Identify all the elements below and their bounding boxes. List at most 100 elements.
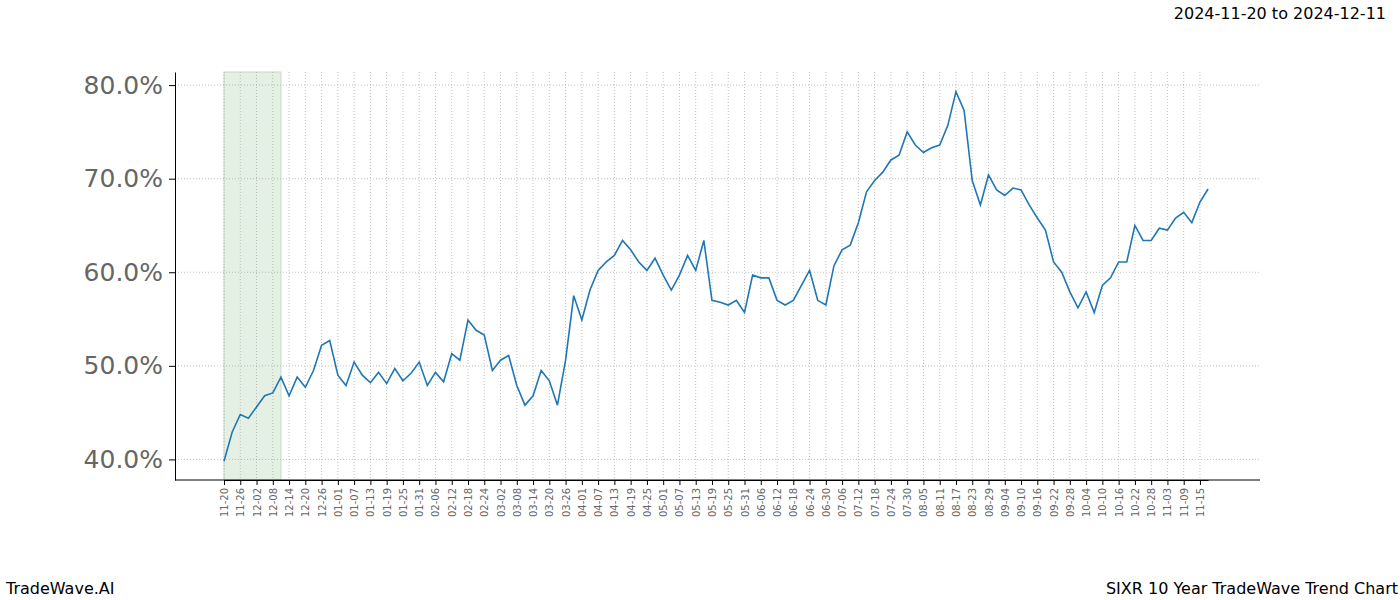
x-tick: 12-14 — [284, 480, 295, 517]
grid-line — [809, 72, 810, 480]
x-tick-mark — [1151, 480, 1152, 485]
grid-line — [923, 72, 924, 480]
x-tick-mark — [631, 480, 632, 485]
x-tick-label: 02-06 — [430, 488, 441, 517]
grid-line — [614, 72, 615, 480]
x-tick-label: 11-09 — [1179, 488, 1190, 517]
x-tick: 02-12 — [447, 480, 458, 517]
grid-line — [419, 72, 420, 480]
x-tick-label: 05-07 — [674, 488, 685, 517]
x-tick-label: 10-28 — [1146, 488, 1157, 517]
grid-line — [272, 72, 273, 480]
grid-line — [630, 72, 631, 480]
x-tick-label: 08-05 — [918, 488, 929, 517]
x-tick-mark — [1119, 480, 1120, 485]
grid-line — [695, 72, 696, 480]
x-tick-mark — [224, 480, 225, 485]
x-tick: 08-29 — [984, 480, 995, 517]
x-tick-label: 06-06 — [756, 488, 767, 517]
x-tick-label: 03-02 — [496, 488, 507, 517]
grid-line — [581, 72, 582, 480]
x-tick: 11-20 — [219, 480, 230, 517]
grid-line — [484, 72, 485, 480]
grid-line — [533, 72, 534, 480]
grid-line — [1151, 72, 1152, 480]
x-tick-label: 04-01 — [577, 488, 588, 517]
x-tick-mark — [826, 480, 827, 485]
x-tick-mark — [842, 480, 843, 485]
x-tick: 06-06 — [756, 480, 767, 517]
y-tick-label: 60.0% — [84, 258, 163, 287]
x-tick-mark — [679, 480, 680, 485]
grid-line — [1102, 72, 1103, 480]
grid-line — [1004, 72, 1005, 480]
x-tick-mark — [354, 480, 355, 485]
x-tick: 12-08 — [268, 480, 279, 517]
x-tick-mark — [289, 480, 290, 485]
grid-line — [549, 72, 550, 480]
x-tick: 12-26 — [317, 480, 328, 517]
x-tick-mark — [875, 480, 876, 485]
grid — [175, 72, 1260, 480]
x-tick-label: 07-06 — [837, 488, 848, 517]
x-tick-label: 11-03 — [1162, 488, 1173, 517]
x-tick-label: 06-18 — [788, 488, 799, 517]
y-tick-mark — [169, 85, 175, 86]
x-tick-label: 03-08 — [512, 488, 523, 517]
grid-line — [256, 72, 257, 480]
x-tick: 04-25 — [642, 480, 653, 517]
x-tick: 12-20 — [300, 480, 311, 517]
x-tick-mark — [728, 480, 729, 485]
x-tick-label: 03-26 — [561, 488, 572, 517]
x-tick: 10-04 — [1081, 480, 1092, 517]
x-tick-label: 02-24 — [479, 488, 490, 517]
x-tick-mark — [598, 480, 599, 485]
x-tick-label: 06-24 — [805, 488, 816, 517]
x-tick-mark — [273, 480, 274, 485]
x-tick-mark — [1167, 480, 1168, 485]
x-tick: 02-06 — [430, 480, 441, 517]
highlight-band — [224, 72, 281, 480]
x-tick: 10-10 — [1097, 480, 1108, 517]
x-tick: 03-14 — [528, 480, 539, 517]
grid-line — [175, 178, 1260, 179]
x-tick-mark — [1102, 480, 1103, 485]
grid-line — [175, 459, 1260, 460]
grid-line — [711, 72, 712, 480]
x-tick-label: 11-26 — [235, 488, 246, 517]
date-range: 2024-11-20 to 2024-12-11 — [1174, 4, 1386, 23]
x-tick: 09-04 — [1000, 480, 1011, 517]
x-axis-line — [225, 480, 1209, 481]
x-tick: 07-12 — [853, 480, 864, 517]
grid-line — [1118, 72, 1119, 480]
x-tick-label: 01-19 — [382, 488, 393, 517]
x-tick: 07-30 — [902, 480, 913, 517]
x-tick-label: 05-13 — [691, 488, 702, 517]
grid-line — [1134, 72, 1135, 480]
grid-line — [451, 72, 452, 480]
x-tick: 08-17 — [951, 480, 962, 517]
grid-line — [1069, 72, 1070, 480]
x-tick: 09-22 — [1049, 480, 1060, 517]
x-tick: 08-11 — [935, 480, 946, 517]
x-tick-label: 07-24 — [886, 488, 897, 517]
x-tick: 06-24 — [805, 480, 816, 517]
x-tick-mark — [1086, 480, 1087, 485]
chart: 40.0%50.0%60.0%70.0%80.0%11-2011-2612-02… — [0, 0, 1400, 600]
x-tick-label: 05-01 — [658, 488, 669, 517]
x-tick-mark — [972, 480, 973, 485]
y-tick: 70.0% — [84, 164, 175, 193]
grid-line — [1199, 72, 1200, 480]
x-tick-label: 10-10 — [1097, 488, 1108, 517]
x-tick-label: 11-15 — [1195, 488, 1206, 517]
x-tick-label: 12-26 — [317, 488, 328, 517]
y-tick-mark — [169, 366, 175, 367]
y-tick-mark — [169, 272, 175, 273]
x-tick: 03-08 — [512, 480, 523, 517]
x-tick: 04-13 — [609, 480, 620, 517]
x-tick-label: 06-30 — [821, 488, 832, 517]
plot-area — [224, 92, 1208, 462]
y-tick-label: 80.0% — [84, 71, 163, 100]
x-tick: 03-26 — [561, 480, 572, 517]
x-tick-mark — [712, 480, 713, 485]
